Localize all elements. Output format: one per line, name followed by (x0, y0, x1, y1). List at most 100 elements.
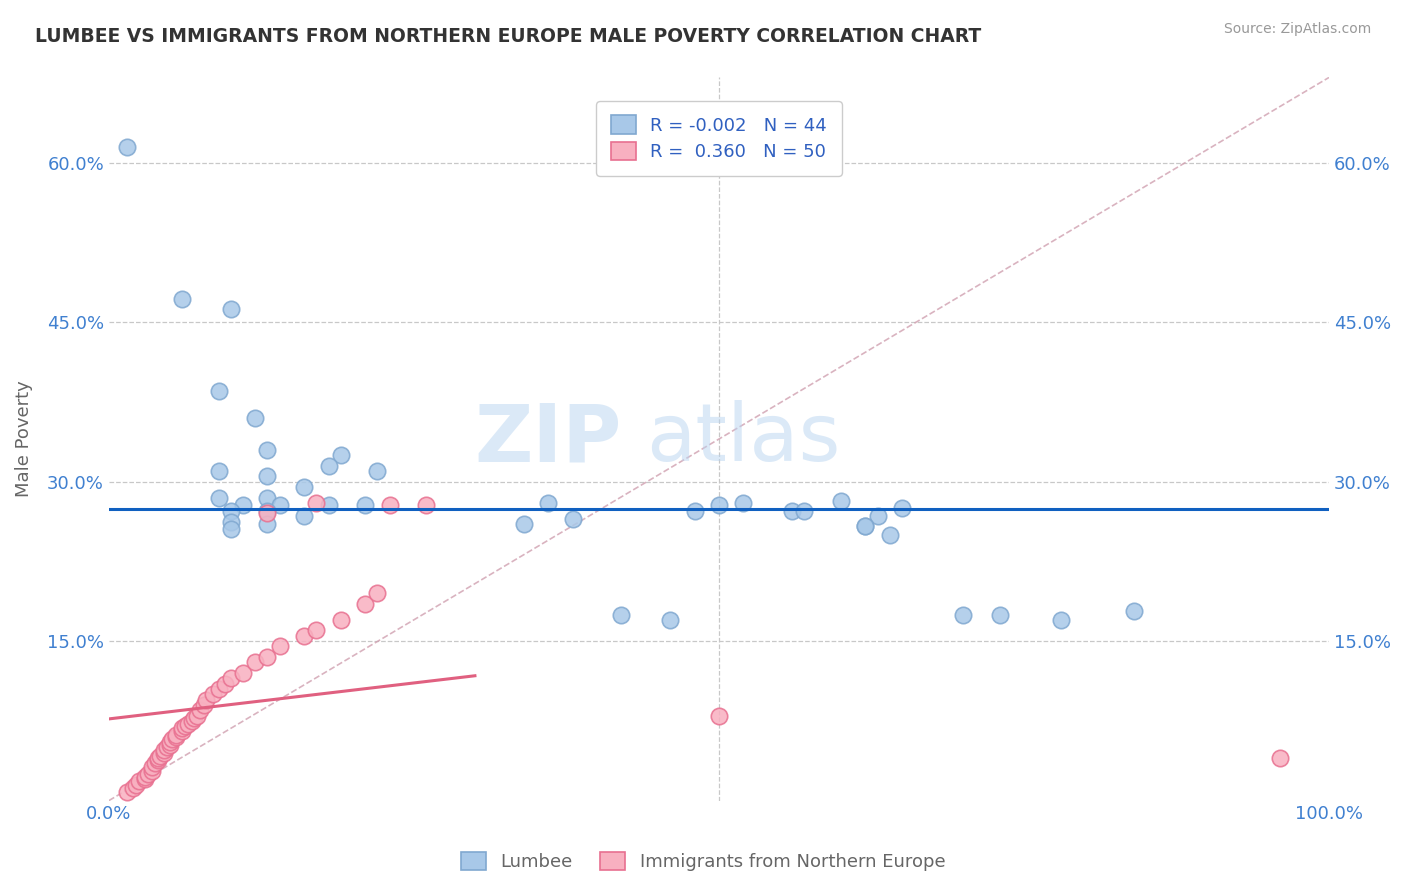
Point (152, 742, 174, 756)
Point (214, 676, 236, 690)
Point (180, 714, 202, 728)
Point (149, 748, 172, 763)
Point (245, 410, 267, 425)
Point (329, 613, 352, 627)
Point (134, 770, 156, 784)
Point (232, 498, 254, 512)
Point (780, 504, 803, 518)
Point (256, 517, 278, 532)
Point (366, 464, 388, 478)
Point (879, 527, 901, 541)
Point (208, 681, 231, 696)
Point (245, 656, 267, 670)
Point (256, 491, 278, 505)
Point (177, 717, 200, 731)
Text: Source: ZipAtlas.com: Source: ZipAtlas.com (1223, 22, 1371, 37)
Point (141, 764, 163, 778)
Point (329, 448, 352, 462)
Point (165, 728, 187, 742)
Point (354, 597, 377, 611)
Point (292, 508, 315, 523)
Point (152, 746, 174, 760)
Legend: R = -0.002   N = 44, R =  0.360   N = 50: R = -0.002 N = 44, R = 0.360 N = 50 (596, 101, 842, 176)
Point (707, 708, 730, 723)
Point (659, 613, 682, 627)
Point (172, 292, 194, 306)
Point (208, 464, 231, 478)
Point (269, 498, 291, 512)
Point (195, 692, 218, 706)
Point (866, 508, 889, 523)
Point (172, 721, 194, 735)
Point (125, 778, 148, 792)
Point (128, 774, 150, 789)
Point (115, 139, 138, 153)
Point (269, 640, 291, 654)
Point (115, 785, 138, 799)
Point (143, 756, 166, 771)
Point (891, 501, 914, 516)
Point (219, 671, 242, 685)
Point (183, 711, 205, 725)
Text: ZIP: ZIP (474, 400, 621, 478)
Point (256, 507, 278, 521)
Point (707, 498, 730, 512)
Point (122, 780, 145, 795)
Point (318, 458, 340, 473)
Point (1049, 613, 1071, 627)
Point (256, 504, 278, 518)
Point (256, 469, 278, 483)
Point (219, 515, 242, 529)
Point (186, 708, 208, 723)
Point (141, 759, 163, 773)
Point (208, 491, 231, 505)
Point (853, 519, 876, 533)
Point (193, 698, 215, 712)
Y-axis label: Male Poverty: Male Poverty (15, 381, 32, 498)
Point (415, 498, 437, 512)
Point (292, 629, 315, 643)
Point (232, 665, 254, 680)
Point (134, 772, 156, 787)
Point (793, 504, 815, 518)
Text: atlas: atlas (645, 400, 841, 478)
Point (733, 496, 755, 510)
Point (952, 607, 974, 622)
Point (156, 740, 179, 755)
Point (146, 751, 169, 765)
Point (136, 767, 159, 781)
Point (561, 512, 583, 526)
Point (305, 624, 328, 638)
Point (512, 517, 534, 532)
Point (378, 498, 401, 512)
Point (190, 703, 212, 717)
Point (610, 607, 633, 622)
Point (208, 384, 231, 399)
Point (162, 731, 184, 746)
Point (201, 687, 224, 701)
Point (256, 442, 278, 457)
Point (830, 493, 852, 508)
Point (256, 650, 278, 665)
Point (354, 498, 377, 512)
Point (853, 519, 876, 533)
Point (159, 739, 181, 753)
Text: LUMBEE VS IMMIGRANTS FROM NORTHERN EUROPE MALE POVERTY CORRELATION CHART: LUMBEE VS IMMIGRANTS FROM NORTHERN EUROP… (35, 27, 981, 45)
Point (219, 302, 242, 317)
Point (318, 498, 340, 512)
Point (292, 480, 315, 494)
Point (219, 523, 242, 537)
Point (159, 735, 181, 749)
Legend: Lumbee, Immigrants from Northern Europe: Lumbee, Immigrants from Northern Europe (454, 845, 952, 879)
Point (172, 724, 194, 739)
Point (537, 496, 560, 510)
Point (1122, 604, 1144, 618)
Point (988, 607, 1011, 622)
Point (366, 586, 388, 600)
Point (173, 719, 195, 733)
Point (305, 496, 328, 510)
Point (1270, 751, 1292, 765)
Point (219, 504, 242, 518)
Point (146, 753, 169, 767)
Point (165, 730, 187, 744)
